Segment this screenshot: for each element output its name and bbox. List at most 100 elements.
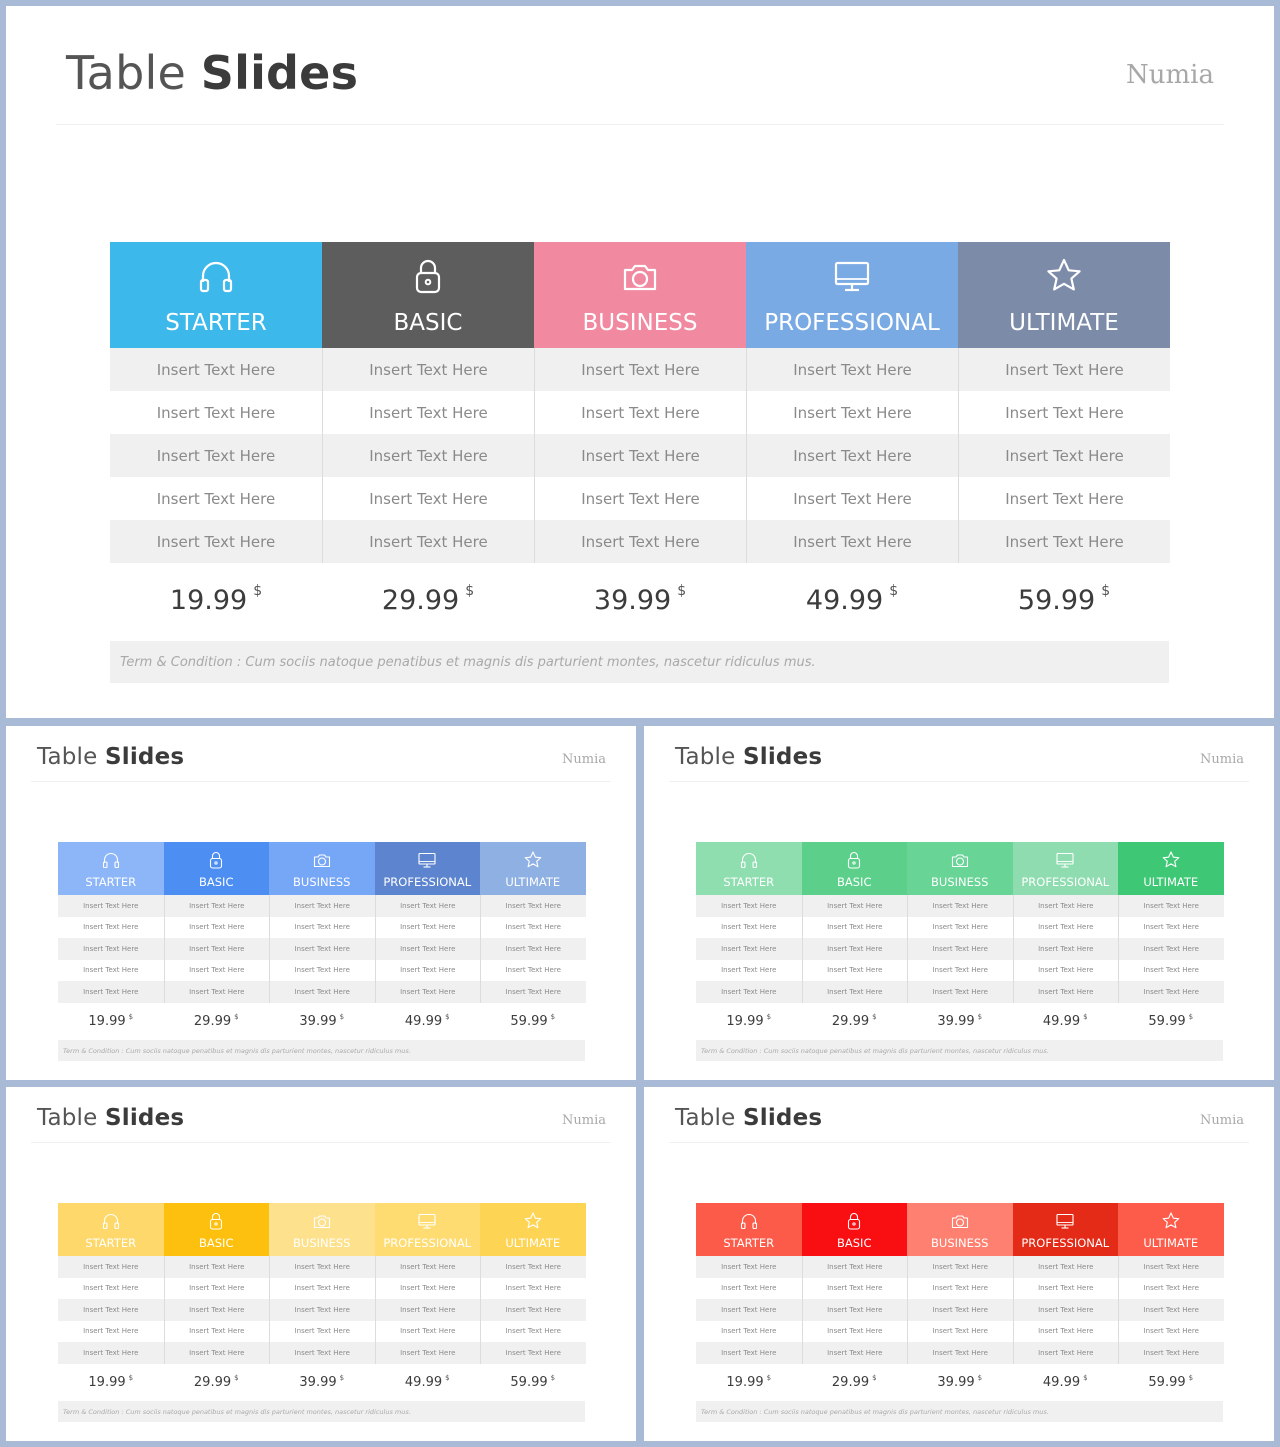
- plan-header: PROFESSIONAL: [746, 242, 958, 348]
- feature-cell: Insert Text Here: [696, 1299, 802, 1321]
- feature-cell: Insert Text Here: [696, 895, 802, 917]
- currency-symbol: $: [766, 1373, 772, 1382]
- feature-cell: Insert Text Here: [958, 520, 1170, 563]
- slide-main: Table Slides Numia STARTER Insert Text Here…: [6, 6, 1274, 718]
- currency-symbol: $: [766, 1012, 772, 1021]
- monitor-icon: [418, 852, 436, 868]
- plan-header: ULTIMATE: [480, 1203, 586, 1256]
- plan-column-professional: PROFESSIONAL Insert Text Here Insert Text …: [374, 1203, 481, 1403]
- slide-yellow: Table Slides Numia STARTER Insert Text Here…: [6, 1087, 636, 1441]
- plan-header: ULTIMATE: [1118, 842, 1224, 895]
- plan-header: ULTIMATE: [958, 242, 1170, 348]
- feature-cell: Insert Text Here: [374, 895, 480, 917]
- plan-header: BASIC: [163, 1203, 269, 1256]
- slide-title: Table Slides: [675, 744, 822, 770]
- feature-cell: Insert Text Here: [156, 489, 276, 508]
- plan-price: 29.99 $: [322, 563, 534, 641]
- currency-symbol: $: [128, 1373, 134, 1382]
- feature-cell: Insert Text Here: [110, 520, 322, 563]
- plan-price: 49.99 $: [1013, 1003, 1119, 1042]
- feature-cell: Insert Text Here: [58, 981, 164, 1003]
- plan-name: PROFESSIONAL: [1021, 1236, 1110, 1250]
- feature-cell: Insert Text Here: [907, 1342, 1013, 1364]
- feature-cell: Insert Text Here: [480, 981, 586, 1003]
- feature-cell: Insert Text Here: [322, 391, 534, 434]
- camera-icon: [623, 264, 657, 291]
- feature-cell: Insert Text Here: [83, 923, 139, 932]
- currency-symbol: $: [977, 1012, 983, 1021]
- title-divider: [669, 1142, 1249, 1143]
- feature-cell: Insert Text Here: [801, 981, 907, 1003]
- plan-price: 29.99 $: [802, 1003, 908, 1042]
- plan-name: PROFESSIONAL: [383, 1236, 472, 1250]
- feature-cell: Insert Text Here: [958, 391, 1170, 434]
- feature-cell: Insert Text Here: [58, 938, 164, 960]
- price-amount: 29.99: [831, 1374, 870, 1390]
- feature-cell: Insert Text Here: [801, 1277, 908, 1299]
- plan-price: 59.99 $: [480, 1003, 586, 1042]
- feature-cell: Insert Text Here: [83, 1284, 139, 1293]
- plan-column-ultimate: ULTIMATE Insert Text Here Insert Text Here…: [480, 842, 586, 1042]
- plan-header: STARTER: [696, 842, 802, 895]
- price-amount: 49.99: [404, 1013, 443, 1029]
- price-amount: 29.99: [381, 585, 460, 616]
- feature-cell: Insert Text Here: [374, 1256, 480, 1278]
- feature-cell: Insert Text Here: [163, 1342, 269, 1364]
- plan-column-professional: PROFESSIONAL Insert Text Here Insert Text …: [1012, 842, 1119, 1042]
- price-amount: 19.99: [726, 1374, 764, 1390]
- feature-cell: Insert Text Here: [163, 895, 269, 917]
- currency-symbol: $: [234, 1373, 239, 1382]
- slide-title: Table Slides: [675, 1105, 822, 1131]
- price-amount: 39.99: [299, 1013, 337, 1029]
- plan-header: BASIC: [801, 842, 907, 895]
- slide-title-bold: Slides: [743, 744, 823, 770]
- feature-cell: Insert Text Here: [374, 938, 480, 960]
- feature-cell: Insert Text Here: [534, 391, 746, 434]
- price-amount: 19.99: [169, 585, 248, 616]
- plan-header: ULTIMATE: [480, 842, 586, 895]
- feature-cell: Insert Text Here: [374, 981, 480, 1003]
- plan-name: BUSINESS: [582, 310, 698, 336]
- feature-cell: Insert Text Here: [534, 477, 746, 520]
- price-amount: 49.99: [805, 585, 884, 616]
- slide-red: Table Slides Numia STARTER Insert Text Here…: [644, 1087, 1274, 1441]
- slide-title-light: Table: [37, 1105, 98, 1131]
- feature-cell: Insert Text Here: [534, 434, 746, 477]
- feature-cell: Insert Text Here: [721, 966, 777, 975]
- feature-cell: Insert Text Here: [907, 916, 1013, 938]
- plan-name: BUSINESS: [931, 875, 989, 889]
- feature-cell: Insert Text Here: [721, 1327, 777, 1336]
- slide-title-bold: Slides: [105, 744, 185, 770]
- slide-title: Table Slides: [66, 46, 358, 100]
- feature-cell: Insert Text Here: [163, 916, 270, 938]
- plan-price: 19.99 $: [110, 563, 322, 641]
- feature-cell: Insert Text Here: [322, 520, 534, 563]
- plan-header: STARTER: [696, 1203, 802, 1256]
- plan-price: 49.99 $: [1013, 1364, 1119, 1403]
- feature-cell: Insert Text Here: [480, 916, 586, 938]
- monitor-icon: [1056, 852, 1074, 868]
- plan-price: 49.99 $: [375, 1364, 481, 1403]
- feature-cell: Insert Text Here: [163, 959, 270, 981]
- plan-column-basic: BASIC Insert Text Here Insert Text Here Ins…: [163, 842, 270, 1042]
- plan-name: BUSINESS: [293, 875, 351, 889]
- plan-column-ultimate: ULTIMATE Insert Text Here Insert Text Here…: [1118, 842, 1224, 1042]
- feature-cell: Insert Text Here: [322, 477, 534, 520]
- currency-symbol: $: [550, 1012, 556, 1021]
- feature-cell: Insert Text Here: [907, 938, 1013, 960]
- feature-cell: Insert Text Here: [163, 1320, 270, 1342]
- terms-and-conditions: Term & Condition : Cum sociis natoque pe…: [110, 641, 1169, 683]
- camera-icon: [951, 854, 968, 868]
- feature-cell: Insert Text Here: [480, 895, 586, 917]
- camera-icon: [313, 1215, 330, 1229]
- currency-symbol: $: [1188, 1012, 1194, 1021]
- plan-name: STARTER: [85, 1236, 137, 1250]
- plan-header: ULTIMATE: [1118, 1203, 1224, 1256]
- feature-cell: Insert Text Here: [696, 938, 802, 960]
- feature-cell: Insert Text Here: [1012, 1256, 1118, 1278]
- plan-header: PROFESSIONAL: [374, 842, 480, 895]
- headphones-icon: [740, 852, 757, 869]
- feature-cell: Insert Text Here: [907, 959, 1013, 981]
- plan-price: 59.99 $: [1118, 1003, 1224, 1042]
- plan-column-professional: PROFESSIONAL Insert Text Here Insert Text …: [1012, 1203, 1119, 1403]
